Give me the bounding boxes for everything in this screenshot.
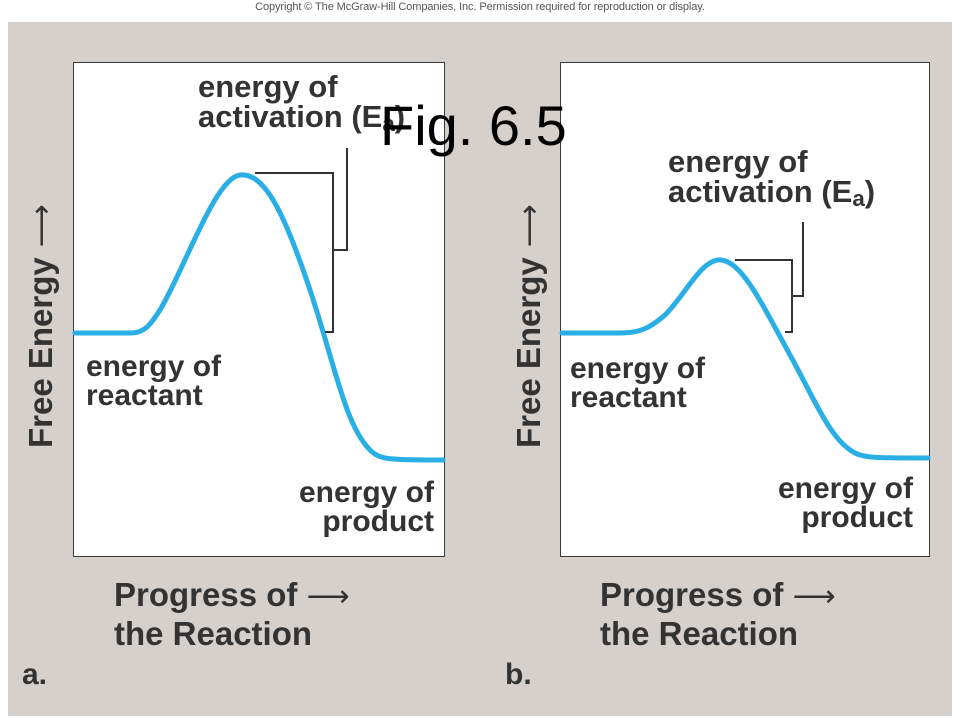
reactant-label-line1-b: energy of bbox=[570, 352, 706, 385]
activation-label-line1-b: energy of bbox=[668, 144, 808, 179]
activation-energy-label-b: energy of activation (Ea) bbox=[668, 144, 876, 212]
arrow-right-icon: ⟶ bbox=[792, 580, 836, 613]
activation-label-line2-a: activation (Ea) bbox=[198, 99, 406, 137]
x-axis-line1-a: Progress of ⟶ bbox=[114, 576, 350, 613]
x-axis-label-b: Progress of ⟶ the Reaction bbox=[600, 576, 836, 652]
y-axis-text-a: Free Energy bbox=[22, 257, 59, 448]
activation-label-line2-b: activation (Ea) bbox=[668, 174, 876, 212]
panel-letter-b: b. bbox=[505, 658, 532, 691]
arrow-up-icon: ⟶ bbox=[24, 204, 58, 248]
arrow-right-icon: ⟶ bbox=[306, 580, 350, 613]
x-axis-label-a: Progress of ⟶ the Reaction bbox=[114, 576, 350, 652]
x-axis-line1-b: Progress of ⟶ bbox=[600, 576, 836, 613]
x-axis-line2-a: the Reaction bbox=[114, 614, 313, 652]
reactant-label-line2-a: reactant bbox=[86, 379, 203, 413]
product-label-line2-a: product bbox=[322, 505, 434, 539]
figure-title: Fig. 6.5 bbox=[380, 94, 567, 157]
panel-letter-a: a. bbox=[22, 658, 48, 691]
y-axis-label-a: Free Energy ⟶ bbox=[22, 204, 60, 448]
product-energy-label-a: energy of product bbox=[274, 476, 434, 539]
y-axis-label-b: Free Energy ⟶ bbox=[510, 204, 548, 448]
arrow-up-icon: ⟶ bbox=[512, 204, 546, 248]
activation-label-line1-a: energy of bbox=[198, 69, 338, 104]
copyright-notice: Copyright © The McGraw-Hill Companies, I… bbox=[255, 1, 705, 13]
plot-area-b bbox=[560, 62, 930, 557]
plot-area-a bbox=[73, 62, 445, 557]
reactant-label-line1-a: energy of bbox=[86, 350, 222, 383]
y-axis-text-b: Free Energy bbox=[510, 257, 547, 448]
product-label-line1-a: energy of bbox=[298, 476, 434, 509]
activation-bracket-a bbox=[255, 148, 348, 333]
x-axis-line2-b: the Reaction bbox=[600, 614, 799, 652]
product-label-line1-b: energy of bbox=[777, 472, 913, 505]
energy-curve-b bbox=[559, 257, 931, 461]
reactant-energy-label-a: energy of reactant bbox=[86, 350, 222, 413]
product-label-line2-b: product bbox=[801, 501, 913, 535]
reactant-label-line2-b: reactant bbox=[570, 381, 687, 415]
activation-energy-label-a: energy of activation (Ea) bbox=[198, 69, 406, 137]
activation-bracket-b bbox=[735, 222, 804, 333]
reactant-energy-label-b: energy of reactant bbox=[570, 352, 706, 415]
energy-curve-a bbox=[72, 172, 446, 463]
product-energy-label-b: energy of product bbox=[753, 472, 913, 535]
